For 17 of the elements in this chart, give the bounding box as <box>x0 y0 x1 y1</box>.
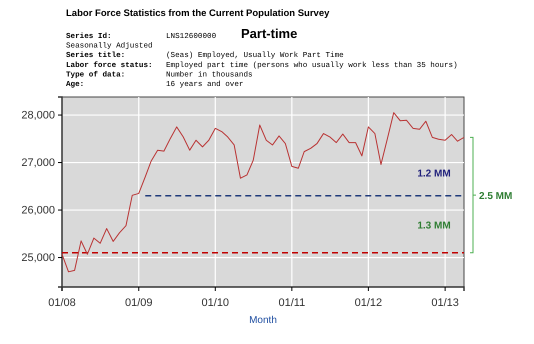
chart-title: Labor Force Statistics from the Current Population Survey <box>66 8 330 19</box>
x-tick-label: 01/08 <box>48 297 76 310</box>
annotation: 1.3 MM <box>417 220 451 232</box>
y-tick-label: 26,000 <box>21 204 55 217</box>
text: 2.5 MM <box>479 191 512 202</box>
y-tick-label: 27,000 <box>21 157 55 170</box>
line-series <box>62 112 464 272</box>
x-axis-title: Month <box>249 315 277 326</box>
y-tick-label: 25,000 <box>21 252 55 264</box>
annotation: 1.2 MM <box>417 168 451 180</box>
x-tick-label: 01/11 <box>278 297 306 310</box>
x-tick-label: 01/13 <box>431 297 459 310</box>
y-tick-label: 28,000 <box>21 110 55 122</box>
x-tick-label: 01/12 <box>354 297 382 310</box>
x-tick-label: 01/09 <box>124 297 153 310</box>
x-tick-label: 01/10 <box>202 297 230 310</box>
chart-subtitle: Part-time <box>241 26 298 41</box>
